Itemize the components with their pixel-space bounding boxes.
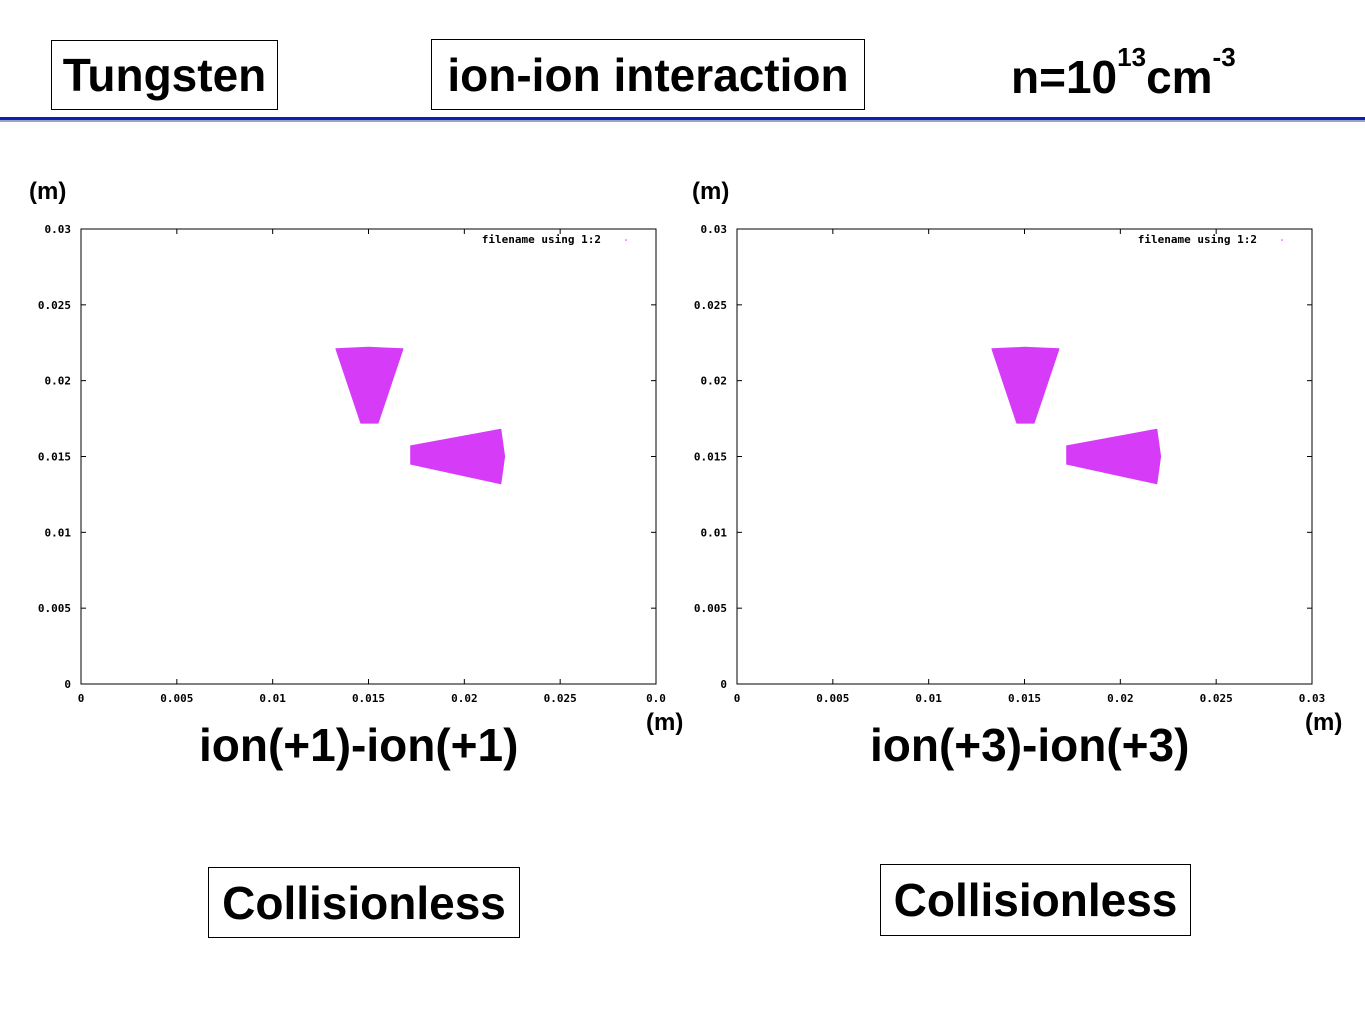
x-tick-label: 0.015 bbox=[352, 692, 385, 705]
x-tick-label: 0.025 bbox=[1200, 692, 1233, 705]
particle-region bbox=[410, 428, 506, 485]
density-exponent: 13 bbox=[1117, 42, 1147, 72]
x-tick-label: 0.025 bbox=[544, 692, 577, 705]
x-tick-label: 0.02 bbox=[1107, 692, 1134, 705]
x-tick-label: 0.02 bbox=[451, 692, 478, 705]
left-y-unit: (m) bbox=[29, 178, 67, 205]
particle-region bbox=[991, 346, 1060, 424]
plot-frame bbox=[736, 228, 1313, 685]
right-plot: 0 0.005 0.01 0.015 0.02 0.025 0.03 0 0.005 0.01 0.… bbox=[694, 223, 1326, 705]
y-tick-label: 0.02 bbox=[701, 375, 728, 388]
left-panel-title: ion(+1)-ion(+1) bbox=[199, 719, 519, 771]
density-unit-exponent: -3 bbox=[1212, 42, 1236, 72]
y-tick-label: 0.005 bbox=[694, 602, 727, 615]
right-y-unit: (m) bbox=[692, 178, 730, 205]
x-tick-label: 0.03 bbox=[1299, 692, 1326, 705]
y-tick-label: 0 bbox=[720, 678, 727, 691]
x-tick-label: 0.0 bbox=[646, 692, 666, 705]
y-tick-label: 0.015 bbox=[38, 451, 71, 464]
y-tick-label: 0.025 bbox=[38, 299, 71, 312]
header-divider-shadow bbox=[0, 120, 1365, 122]
y-tick-label: 0.03 bbox=[701, 223, 728, 236]
left-collisionless-label: Collisionless bbox=[222, 876, 506, 929]
left-plot: 0 0.005 0.01 0.015 0.02 0.025 0.0 0 0.005 0.01 0.0… bbox=[38, 223, 666, 705]
right-collisionless-label: Collisionless bbox=[893, 874, 1178, 926]
legend-marker bbox=[625, 239, 627, 241]
y-tick-label: 0.03 bbox=[45, 223, 72, 236]
legend-label: filename using 1:2 bbox=[1138, 233, 1257, 246]
density-unit: cm bbox=[1146, 51, 1213, 103]
x-tick-label: 0.005 bbox=[160, 692, 193, 705]
density-label: n=1013cm-3 bbox=[1011, 44, 1236, 104]
particle-region bbox=[1066, 428, 1162, 485]
y-tick-label: 0.015 bbox=[694, 451, 727, 464]
y-tick-label: 0.01 bbox=[701, 526, 728, 539]
y-tick-label: 0.005 bbox=[38, 602, 71, 615]
x-tick-label: 0 bbox=[734, 692, 741, 705]
legend-label: filename using 1:2 bbox=[482, 233, 601, 246]
title-box: Tungsten bbox=[51, 40, 278, 110]
density-base: n=10 bbox=[1011, 51, 1118, 103]
plot-frame bbox=[80, 228, 657, 685]
y-tick-label: 0.01 bbox=[45, 526, 72, 539]
right-panel-title: ion(+3)-ion(+3) bbox=[870, 719, 1190, 771]
right-x-unit: (m) bbox=[1305, 709, 1343, 736]
x-tick-label: 0.015 bbox=[1008, 692, 1041, 705]
x-tick-label: 0 bbox=[78, 692, 85, 705]
legend-marker bbox=[1281, 239, 1283, 241]
topic-box: ion-ion interaction bbox=[431, 39, 865, 110]
topic-title: ion-ion interaction bbox=[447, 48, 849, 101]
y-tick-label: 0 bbox=[64, 678, 71, 691]
y-tick-label: 0.025 bbox=[694, 299, 727, 312]
x-tick-label: 0.01 bbox=[259, 692, 286, 705]
particle-region bbox=[335, 346, 404, 424]
y-tick-label: 0.02 bbox=[45, 375, 72, 388]
right-collisionless-box: Collisionless bbox=[880, 864, 1191, 936]
left-x-unit: (m) bbox=[646, 709, 684, 736]
x-tick-label: 0.01 bbox=[915, 692, 942, 705]
left-collisionless-box: Collisionless bbox=[208, 867, 520, 938]
x-tick-label: 0.005 bbox=[816, 692, 849, 705]
header-divider bbox=[0, 117, 1365, 120]
page-title: Tungsten bbox=[62, 49, 267, 101]
